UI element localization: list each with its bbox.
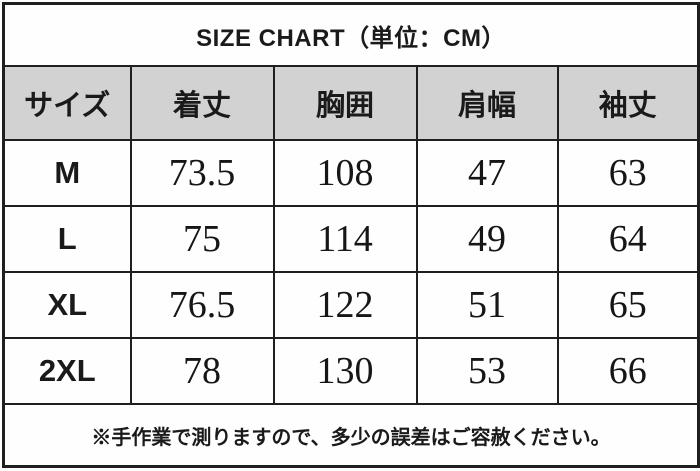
size-label: XL bbox=[2, 271, 132, 339]
chest-value: 130 bbox=[272, 337, 418, 405]
shoulder-value: 51 bbox=[415, 271, 559, 339]
sleeve-value: 63 bbox=[556, 139, 700, 207]
size-label: M bbox=[2, 139, 132, 207]
column-header-length: 着丈 bbox=[129, 65, 275, 141]
shoulder-value: 49 bbox=[415, 205, 559, 273]
title-row: SIZE CHART（単位：CM） bbox=[2, 2, 700, 67]
chest-value: 108 bbox=[272, 139, 418, 207]
sleeve-value: 65 bbox=[556, 271, 700, 339]
table-row-m: M 73.5 108 47 63 bbox=[2, 139, 700, 207]
table-row-xl: XL 76.5 122 51 65 bbox=[2, 271, 700, 339]
column-header-size: サイズ bbox=[2, 65, 132, 141]
measurement-disclaimer-note: ※手作業で測りますので、多少の誤差はご容赦ください。 bbox=[2, 403, 700, 468]
length-value: 75 bbox=[129, 205, 275, 273]
length-value: 76.5 bbox=[129, 271, 275, 339]
footer-row: ※手作業で測りますので、多少の誤差はご容赦ください。 bbox=[2, 403, 700, 468]
sleeve-value: 66 bbox=[556, 337, 700, 405]
table-row-l: L 75 114 49 64 bbox=[2, 205, 700, 273]
header-row: サイズ 着丈 胸囲 肩幅 袖丈 bbox=[2, 65, 700, 141]
column-header-shoulder: 肩幅 bbox=[415, 65, 559, 141]
length-value: 78 bbox=[129, 337, 275, 405]
size-label: 2XL bbox=[2, 337, 132, 405]
column-header-chest: 胸囲 bbox=[272, 65, 418, 141]
size-label: L bbox=[2, 205, 132, 273]
chart-title: SIZE CHART（単位：CM） bbox=[2, 2, 700, 67]
chest-value: 114 bbox=[272, 205, 418, 273]
sleeve-value: 64 bbox=[556, 205, 700, 273]
chest-value: 122 bbox=[272, 271, 418, 339]
shoulder-value: 53 bbox=[415, 337, 559, 405]
length-value: 73.5 bbox=[129, 139, 275, 207]
table-row-2xl: 2XL 78 130 53 66 bbox=[2, 337, 700, 405]
column-header-sleeve: 袖丈 bbox=[556, 65, 700, 141]
shoulder-value: 47 bbox=[415, 139, 559, 207]
